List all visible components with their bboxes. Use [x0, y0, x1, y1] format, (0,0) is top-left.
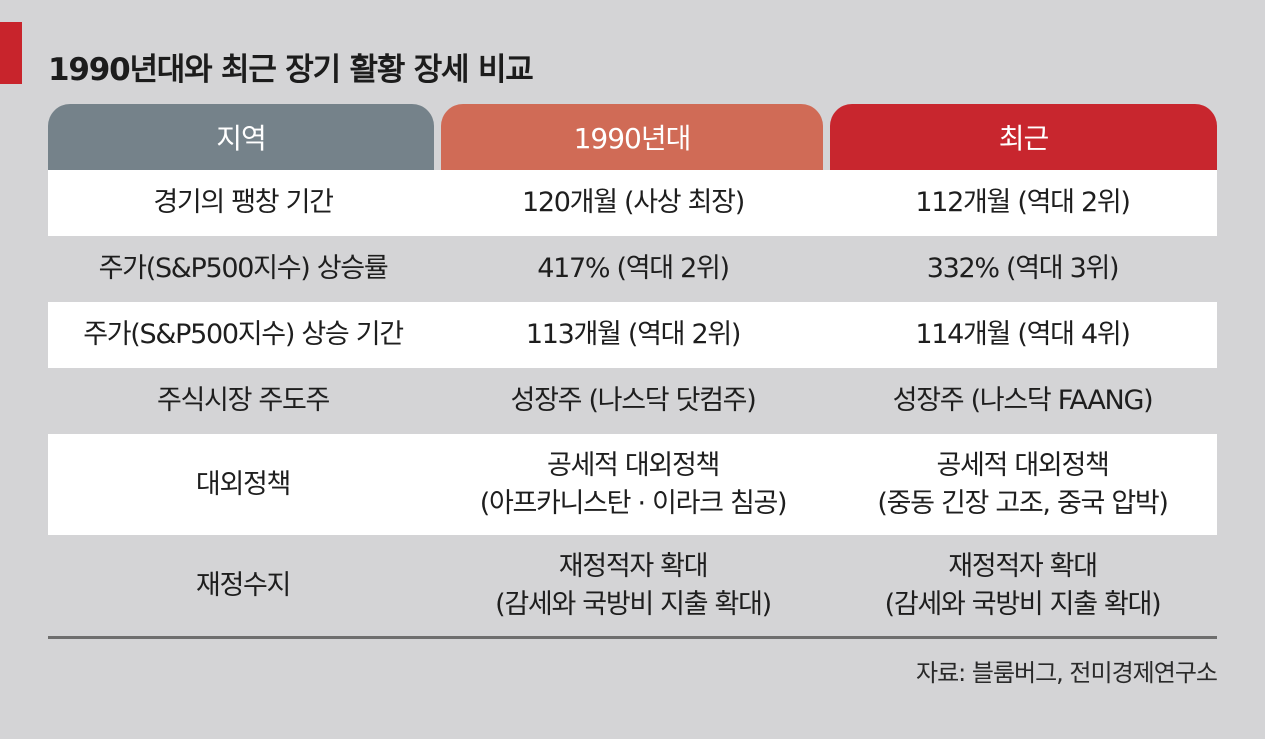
- cell-line: 120개월 (사상 최장): [522, 187, 745, 218]
- table-bottom-rule: [48, 636, 1217, 639]
- cell-line: 332% (역대 3위): [926, 253, 1120, 284]
- cell-recent: 성장주 (나스닥 FAANG): [828, 368, 1217, 434]
- cell-line: 대외정책: [195, 468, 291, 500]
- cell-label: 대외정책: [48, 434, 438, 535]
- cell-line: 주식시장 주도주: [156, 385, 330, 416]
- cell-1990s: 417% (역대 2위): [438, 236, 828, 302]
- cell-1990s: 113개월 (역대 2위): [438, 302, 828, 368]
- cell-line: (감세와 국방비 지출 확대): [495, 588, 772, 620]
- cell-label: 주가(S&P500지수) 상승 기간: [48, 302, 438, 368]
- cell-1990s: 재정적자 확대 (감세와 국방비 지출 확대): [438, 535, 828, 636]
- cell-1990s: 공세적 대외정책 (아프카니스탄 · 이라크 침공): [438, 434, 828, 535]
- table-row: 주가(S&P500지수) 상승 기간 113개월 (역대 2위) 114개월 (역대…: [48, 302, 1217, 368]
- cell-recent: 112개월 (역대 2위): [828, 170, 1217, 236]
- cell-line: 재정수지: [195, 569, 291, 601]
- comparison-table: 지역 1990년대 최근 경기의 팽창 기간 120개월 (사상 최장) 112개월…: [48, 104, 1217, 639]
- table-row: 주식시장 주도주 성장주 (나스닥 닷컴주) 성장주 (나스닥 FAANG): [48, 368, 1217, 434]
- table-row: 재정수지 재정적자 확대 (감세와 국방비 지출 확대) 재정적자 확대 (감세와 국방…: [48, 535, 1217, 636]
- cell-line: 경기의 팽창 기간: [153, 187, 334, 218]
- cell-line: 113개월 (역대 2위): [525, 319, 742, 350]
- accent-bar: [0, 22, 22, 84]
- table-body: 경기의 팽창 기간 120개월 (사상 최장) 112개월 (역대 2위) 주가(S&…: [48, 170, 1217, 636]
- cell-line: 주가(S&P500지수) 상승률: [98, 253, 389, 284]
- cell-recent: 114개월 (역대 4위): [828, 302, 1217, 368]
- cell-line: 재정적자 확대: [558, 550, 709, 582]
- cell-1990s: 120개월 (사상 최장): [438, 170, 828, 236]
- cell-label: 재정수지: [48, 535, 438, 636]
- cell-line: 재정적자 확대: [948, 550, 1098, 582]
- cell-line: 주가(S&P500지수) 상승 기간: [83, 319, 404, 350]
- cell-line: 공세적 대외정책: [936, 449, 1109, 481]
- header-region: 지역: [48, 104, 434, 170]
- cell-label: 경기의 팽창 기간: [48, 170, 438, 236]
- table-header-row: 지역 1990년대 최근: [48, 104, 1217, 170]
- table-row: 경기의 팽창 기간 120개월 (사상 최장) 112개월 (역대 2위): [48, 170, 1217, 236]
- cell-1990s: 성장주 (나스닥 닷컴주): [438, 368, 828, 434]
- cell-line: 112개월 (역대 2위): [915, 187, 1131, 218]
- cell-recent: 공세적 대외정책 (중동 긴장 고조, 중국 압박): [828, 434, 1217, 535]
- cell-line: (아프카니스탄 · 이라크 침공): [479, 487, 788, 519]
- cell-line: 417% (역대 2위): [537, 253, 730, 284]
- cell-label: 주가(S&P500지수) 상승률: [48, 236, 438, 302]
- cell-line: (중동 긴장 고조, 중국 압박): [877, 487, 1169, 519]
- cell-line: 114개월 (역대 4위): [915, 319, 1131, 350]
- table-row: 주가(S&P500지수) 상승률 417% (역대 2위) 332% (역대 3위): [48, 236, 1217, 302]
- cell-line: 공세적 대외정책: [546, 449, 720, 481]
- source-note: 자료: 블룸버그, 전미경제연구소: [915, 659, 1218, 687]
- cell-recent: 332% (역대 3위): [828, 236, 1217, 302]
- cell-line: (감세와 국방비 지출 확대): [884, 588, 1162, 620]
- header-recent: 최근: [830, 104, 1217, 170]
- cell-label: 주식시장 주도주: [48, 368, 438, 434]
- cell-line: 성장주 (나스닥 FAANG): [892, 385, 1154, 416]
- cell-recent: 재정적자 확대 (감세와 국방비 지출 확대): [828, 535, 1217, 636]
- cell-line: 성장주 (나스닥 닷컴주): [510, 385, 757, 416]
- header-1990s: 1990년대: [441, 104, 823, 170]
- page-title: 1990년대와 최근 장기 활황 장세 비교: [48, 52, 534, 88]
- table-row: 대외정책 공세적 대외정책 (아프카니스탄 · 이라크 침공) 공세적 대외정책 (중동…: [48, 434, 1217, 535]
